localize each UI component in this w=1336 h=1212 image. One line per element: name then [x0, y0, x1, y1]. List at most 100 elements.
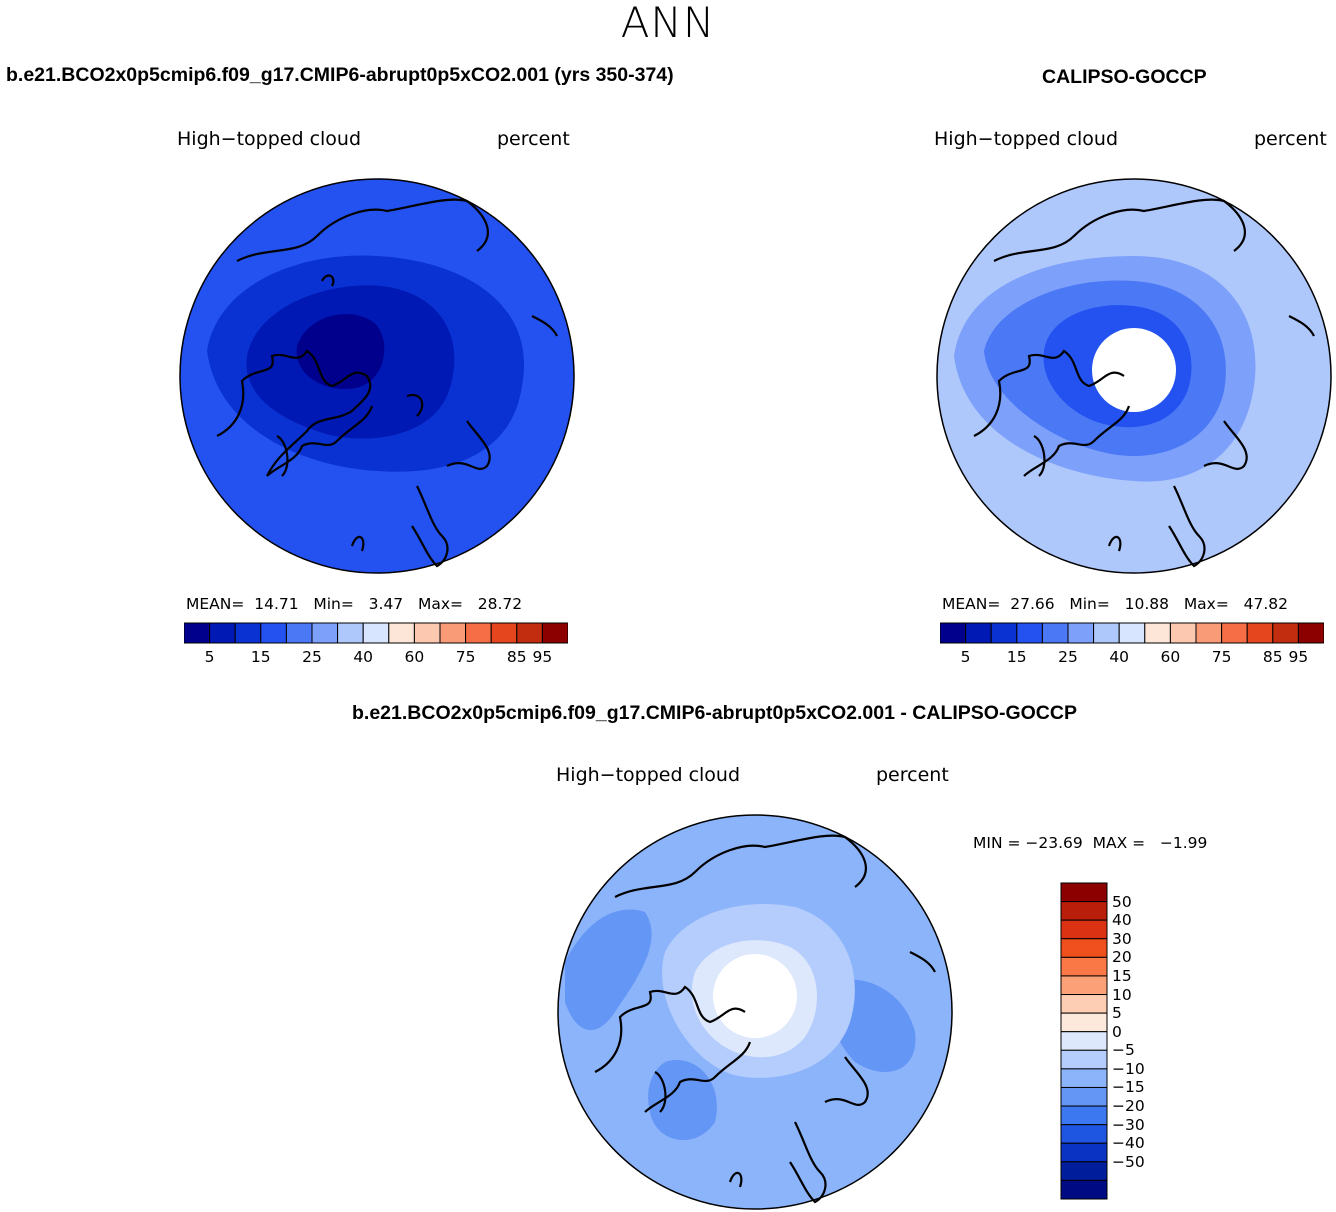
model-colorbar — [184, 622, 568, 644]
model-colorbar-box — [465, 622, 492, 644]
obs-colorbar-labels: 5 15 25 40 60 75 85 95 — [940, 648, 1324, 668]
diff-colorbar-labels: 50 40 30 20 15 10 5 0 −5 −10 −15 −20 −30 −40 −50 — [1112, 882, 1172, 1200]
diff-colorbar-tick-label: 30 — [1112, 929, 1132, 948]
diff-colorbar-tick-label: −50 — [1112, 1152, 1145, 1171]
diff-colorbar-box — [1060, 882, 1108, 903]
obs-colorbar-box — [1144, 622, 1171, 644]
diff-colorbar-box — [1060, 1049, 1108, 1070]
model-units-label: percent — [497, 128, 570, 150]
obs-colorbar-tick-label: 5 — [960, 648, 971, 666]
diff-colorbar-box — [1060, 1068, 1108, 1088]
diff-colorbar-tick-label: −5 — [1112, 1041, 1135, 1060]
model-colorbar-box — [311, 622, 339, 644]
diff-polar-map — [557, 814, 953, 1210]
diff-colorbar-tick-label: −20 — [1112, 1097, 1145, 1116]
obs-stats: MEAN= 27.66 Min= 10.88 Max= 47.82 — [942, 595, 1289, 613]
obs-colorbar-box — [1272, 622, 1299, 644]
model-colorbar-tick-label: 15 — [250, 648, 271, 666]
obs-colorbar-box — [1093, 622, 1120, 644]
diff-colorbar-tick-label: 10 — [1112, 985, 1132, 1004]
model-colorbar-box — [285, 622, 313, 644]
obs-colorbar-tick-label: 85 — [1262, 648, 1283, 666]
model-colorbar-tick-label: 75 — [455, 648, 476, 666]
model-colorbar-tick-label: 40 — [353, 648, 374, 666]
diff-coastlines — [594, 834, 936, 1204]
model-polar-map — [179, 178, 575, 574]
model-colorbar-tick-label: 5 — [204, 648, 215, 666]
model-colorbar-tick-label: 85 — [506, 648, 527, 666]
diff-colorbar-tick-label: −30 — [1112, 1115, 1145, 1134]
model-case-title: b.e21.BCO2x0p5cmip6.f09_g17.CMIP6-abrupt… — [6, 64, 674, 86]
diff-map-border — [557, 814, 953, 1210]
diff-units-label: percent — [876, 764, 949, 786]
obs-map-border — [936, 178, 1332, 574]
diff-colorbar-box — [1060, 975, 1108, 996]
diff-variable-label: High−topped cloud — [556, 764, 741, 786]
diff-colorbar-tick-label: 5 — [1112, 1004, 1122, 1023]
model-coastlines — [216, 198, 558, 568]
diff-colorbar-box — [1060, 1012, 1108, 1033]
obs-colorbar-box — [1195, 622, 1223, 644]
model-colorbar-labels: 5 15 25 40 60 75 85 95 — [184, 648, 568, 668]
model-colorbar-box — [541, 622, 568, 644]
diff-map-patch-region — [565, 909, 652, 1031]
diff-colorbar-tick-label: 50 — [1112, 892, 1132, 911]
diff-colorbar-box — [1060, 956, 1108, 977]
obs-colorbar — [940, 622, 1324, 644]
diff-colorbar-tick-label: −15 — [1112, 1078, 1145, 1097]
model-colorbar-box — [209, 622, 236, 644]
model-colorbar-box — [413, 622, 441, 644]
diff-colorbar-tick-label: 40 — [1112, 911, 1132, 930]
model-colorbar-box — [362, 622, 390, 644]
obs-colorbar-tick-label: 95 — [1288, 648, 1309, 666]
obs-colorbar-box — [1221, 622, 1248, 644]
diff-colorbar-box — [1060, 1124, 1108, 1144]
model-colorbar-box — [260, 622, 287, 644]
obs-units-label: percent — [1254, 128, 1327, 150]
diff-colorbar-box — [1060, 1142, 1108, 1163]
diff-colorbar-tick-label: −10 — [1112, 1059, 1145, 1078]
diff-colorbar-box — [1060, 1086, 1108, 1107]
model-colorbar-box — [490, 622, 518, 644]
obs-colorbar-box — [1118, 622, 1146, 644]
diff-colorbar-tick-label: 20 — [1112, 948, 1132, 967]
obs-coastlines — [973, 198, 1315, 568]
model-variable-label: High−topped cloud — [177, 128, 362, 150]
diff-colorbar-box — [1060, 1031, 1108, 1051]
obs-colorbar-box — [1169, 622, 1197, 644]
model-colorbar-box — [337, 622, 364, 644]
obs-colorbar-tick-label: 25 — [1058, 648, 1078, 666]
obs-colorbar-box — [1067, 622, 1095, 644]
diff-colorbar-tick-label: −40 — [1112, 1134, 1145, 1153]
model-colorbar-box — [234, 622, 262, 644]
model-colorbar-tick-label: 60 — [404, 648, 425, 666]
diff-colorbar-box — [1060, 938, 1108, 958]
obs-variable-label: High−topped cloud — [934, 128, 1119, 150]
model-map-border — [179, 178, 575, 574]
obs-colorbar-box — [1041, 622, 1069, 644]
obs-colorbar-box — [940, 622, 967, 644]
obs-colorbar-box — [965, 622, 992, 644]
diff-colorbar-box — [1060, 1179, 1108, 1200]
diff-colorbar-box — [1060, 1105, 1108, 1126]
model-colorbar-box — [439, 622, 467, 644]
model-colorbar-box — [516, 622, 543, 644]
diff-colorbar-tick-label: 0 — [1112, 1022, 1122, 1041]
obs-colorbar-tick-label: 75 — [1211, 648, 1232, 666]
diff-colorbar-box — [1060, 1161, 1108, 1181]
diff-colorbar-tick-label: 15 — [1112, 966, 1132, 985]
obs-colorbar-tick-label: 40 — [1109, 648, 1130, 666]
obs-colorbar-box — [1297, 622, 1324, 644]
obs-colorbar-box — [990, 622, 1018, 644]
model-stats: MEAN= 14.71 Min= 3.47 Max= 28.72 — [186, 595, 523, 613]
obs-polar-gap — [1092, 328, 1176, 412]
obs-colorbar-box — [1016, 622, 1043, 644]
obs-colorbar-box — [1246, 622, 1274, 644]
obs-colorbar-tick-label: 15 — [1006, 648, 1027, 666]
diff-stats: MIN = −23.69 MAX = −1.99 — [973, 834, 1208, 852]
diff-colorbar — [1060, 882, 1108, 1200]
model-colorbar-tick-label: 25 — [302, 648, 322, 666]
obs-colorbar-tick-label: 60 — [1160, 648, 1181, 666]
model-colorbar-box — [184, 622, 211, 644]
diff-colorbar-box — [1060, 994, 1108, 1014]
